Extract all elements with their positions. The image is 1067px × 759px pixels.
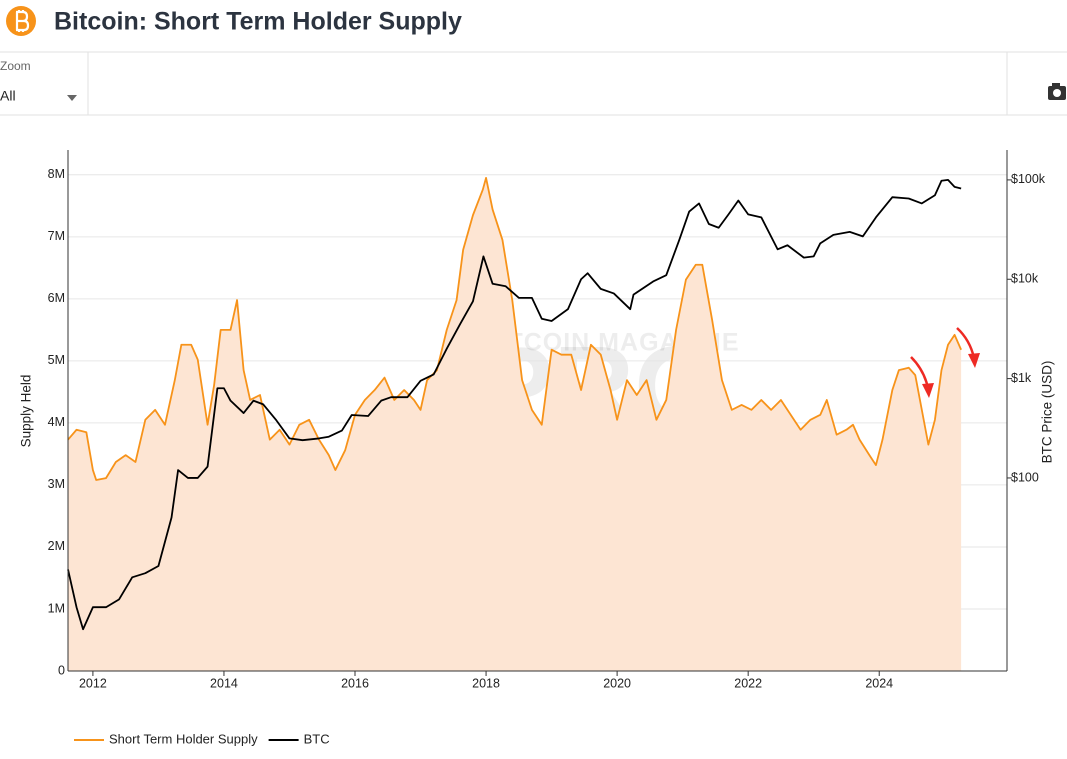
y-axis-title: Supply Held bbox=[19, 375, 34, 448]
y2-tick-label: $10k bbox=[1011, 272, 1039, 286]
y-tick-label: 3M bbox=[48, 477, 65, 491]
x-tick-label: 2012 bbox=[79, 676, 107, 690]
x-tick-label: 2022 bbox=[734, 676, 762, 690]
y2-tick-label: $1k bbox=[1011, 371, 1032, 385]
x-tick-label: 2018 bbox=[472, 676, 500, 690]
arrowhead bbox=[968, 353, 980, 368]
zoom-value[interactable]: All bbox=[0, 88, 16, 104]
series-line bbox=[67, 179, 962, 631]
y-tick-label: 1M bbox=[48, 601, 65, 615]
y-tick-label: 7M bbox=[48, 229, 65, 243]
y-tick-label: 0 bbox=[58, 663, 65, 677]
y-tick-label: 4M bbox=[48, 415, 65, 429]
series-area bbox=[68, 177, 962, 672]
annotation-arrows bbox=[910, 327, 980, 398]
dropdown-arrow[interactable] bbox=[67, 95, 77, 101]
x-tick-label: 2016 bbox=[341, 676, 369, 690]
camera-lens[interactable] bbox=[1053, 89, 1061, 97]
x-tick-label: 2024 bbox=[865, 676, 893, 690]
camera-button[interactable] bbox=[1048, 83, 1066, 100]
legend-label: Short Term Holder Supply bbox=[109, 731, 258, 746]
arrowhead bbox=[922, 383, 934, 398]
zoom-label: Zoom bbox=[0, 59, 31, 73]
legend-label: BTC bbox=[304, 731, 330, 746]
y-tick-label: 6M bbox=[48, 291, 65, 305]
series-line bbox=[67, 177, 962, 481]
x-tick-label: 2020 bbox=[603, 676, 631, 690]
zoom-select[interactable]: All bbox=[0, 82, 84, 110]
camera-top[interactable] bbox=[1052, 83, 1060, 87]
page-title: Bitcoin: Short Term Holder Supply bbox=[54, 8, 462, 36]
x-tick-label: 2014 bbox=[210, 676, 238, 690]
y2-axis-title: BTC Price (USD) bbox=[1040, 361, 1055, 464]
y2-tick-label: $100 bbox=[1011, 470, 1039, 484]
bitcoin-glyph bbox=[15, 10, 30, 32]
y-tick-label: 2M bbox=[48, 539, 65, 553]
y2-tick-label: $100k bbox=[1011, 172, 1046, 186]
plot: BITCOIN MAGAZINEPRO01M2M3M4M5M6M7M8M$100… bbox=[19, 150, 1055, 746]
y-tick-label: 5M bbox=[48, 353, 65, 367]
y-tick-label: 8M bbox=[48, 167, 65, 181]
